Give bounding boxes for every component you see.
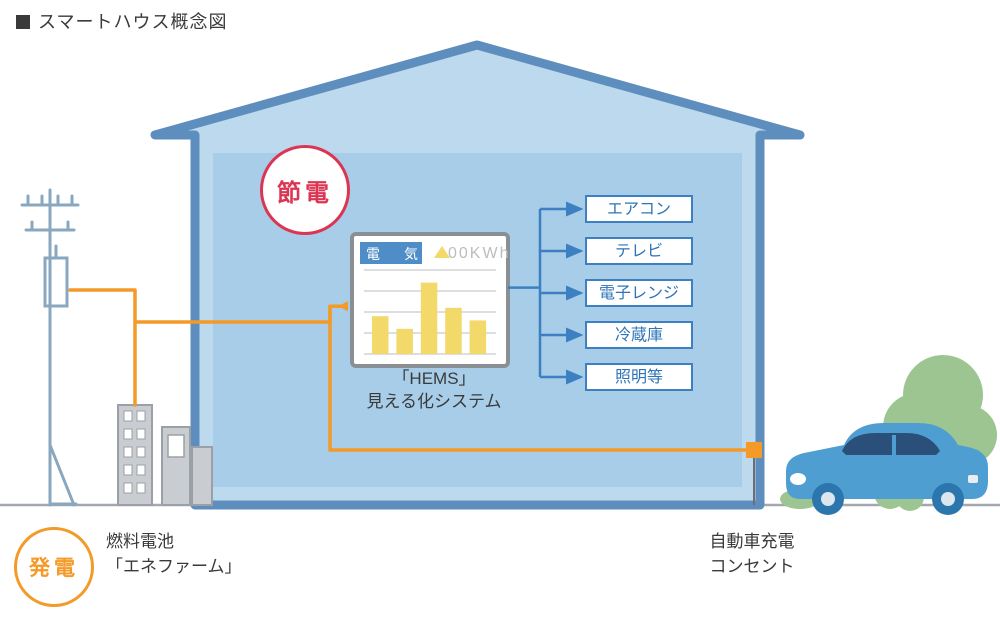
power-save-badge: 節電 bbox=[260, 145, 350, 235]
hems-value: 00KWh bbox=[448, 245, 510, 263]
appliance-box: テレビ bbox=[585, 237, 693, 265]
fuel-cell-line2: 「エネファーム」 bbox=[106, 557, 242, 576]
hems-header-label: 電 気 bbox=[366, 244, 423, 264]
car-charger-label: 自動車充電 コンセント bbox=[692, 530, 812, 579]
diagram-stage: スマートハウス概念図 節電 発電 電 気 00KWh 「HEMS」 見える化シス… bbox=[0, 0, 1000, 634]
hems-caption-line1: 「HEMS」 bbox=[392, 369, 475, 388]
appliance-box: 冷蔵庫 bbox=[585, 321, 693, 349]
appliance-box: エアコン bbox=[585, 195, 693, 223]
fuel-cell-line1: 燃料電池 bbox=[106, 532, 174, 551]
car-charger-line1: 自動車充電 bbox=[710, 532, 795, 551]
hems-caption-line2: 見える化システム bbox=[367, 392, 502, 411]
power-gen-label: 発電 bbox=[29, 552, 79, 582]
diagram-title: スマートハウス概念図 bbox=[16, 8, 227, 34]
hems-caption: 「HEMS」 見える化システム bbox=[344, 368, 524, 414]
fuel-cell-label: 燃料電池 「エネファーム」 bbox=[106, 530, 242, 579]
power-save-label: 節電 bbox=[277, 173, 333, 208]
power-gen-badge: 発電 bbox=[14, 527, 94, 607]
title-square-icon bbox=[16, 15, 30, 29]
appliance-box: 電子レンジ bbox=[585, 279, 693, 307]
title-text: スマートハウス概念図 bbox=[38, 12, 227, 32]
appliance-box: 照明等 bbox=[585, 363, 693, 391]
car-charger-line2: コンセント bbox=[710, 557, 795, 576]
